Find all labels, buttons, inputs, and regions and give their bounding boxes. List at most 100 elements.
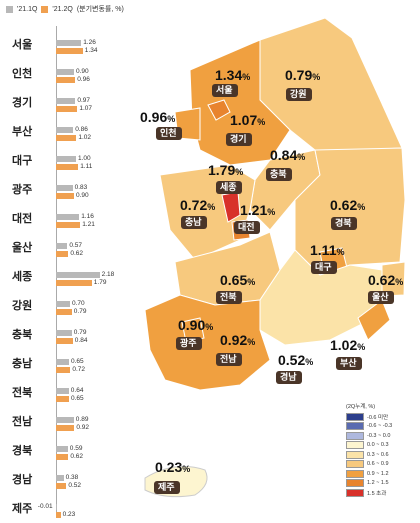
map-name-tag — [216, 353, 242, 366]
bar-q1 — [56, 330, 72, 336]
scale-swatch — [346, 460, 364, 469]
scale-bin: -0.3 ~ 0.0 — [346, 431, 392, 441]
bar-q2 — [56, 77, 76, 83]
map-region-name: 광주 — [180, 337, 197, 348]
bar-q2 — [56, 164, 79, 170]
scale-bin: 1.5 초과 — [346, 488, 392, 498]
legend-q1-label: '21.1Q — [17, 5, 38, 13]
map-name-tag — [226, 133, 252, 146]
scale-swatch — [346, 431, 364, 440]
map-value-label: 1.11% — [310, 242, 345, 258]
bar-value-q2: 1.34 — [84, 47, 98, 54]
bar-q2 — [56, 512, 61, 518]
map-name-tag — [266, 168, 292, 181]
regional-bar-chart: 서울 1.26 1.34 인천 0.90 0.96 경기 0.97 1.07 부산 0.86 1.02… — [0, 0, 130, 523]
bar-q1 — [56, 156, 76, 162]
legend-q2-label: '21.2Q — [52, 5, 73, 13]
bar-q2 — [56, 193, 74, 199]
map-name-tag — [156, 127, 182, 140]
map-value-label: 0.72% — [180, 197, 215, 213]
map-region-name: 대전 — [238, 221, 255, 232]
scale-bin: 0.0 ~ 0.3 — [346, 441, 392, 451]
map-region-name: 경남 — [280, 371, 297, 382]
bar-q2 — [56, 280, 92, 286]
bar-q1 — [56, 185, 73, 191]
region-gwangju — [181, 317, 205, 343]
bar-value-q1: 0.83 — [74, 184, 88, 191]
bar-q1 — [56, 98, 76, 104]
map-name-tag — [311, 261, 337, 274]
scale-swatch — [346, 469, 364, 478]
map-name-tag — [368, 291, 394, 304]
map-value-label: 0.79% — [285, 67, 320, 83]
scale-bin: -0.6 ~ -0.3 — [346, 422, 392, 432]
bar-q1 — [56, 388, 69, 394]
map-region-name: 충남 — [185, 216, 202, 227]
scale-swatch — [346, 441, 364, 450]
bar-region-label: 대전 — [12, 213, 33, 225]
scale-swatch — [346, 488, 364, 497]
scale-bin: 0.6 ~ 0.9 — [346, 460, 392, 470]
bar-region-label: 전북 — [12, 387, 33, 399]
bar-q2 — [56, 222, 81, 228]
bar-value-q2: 0.52 — [68, 482, 82, 489]
bar-q2 — [56, 338, 73, 344]
bar-q2 — [56, 396, 69, 402]
map-region-name: 전북 — [220, 291, 237, 302]
bar-value-q2: 1.79 — [93, 279, 107, 286]
bar-q1 — [56, 127, 74, 133]
map-value-label: 1.02% — [330, 337, 365, 353]
legend-q2-swatch — [41, 5, 49, 13]
legend-q1-swatch — [6, 5, 13, 13]
bar-value-q1: 0.59 — [69, 445, 83, 452]
bar-q1 — [56, 446, 68, 452]
bar-q1 — [56, 214, 80, 220]
map-region-name: 전남 — [220, 353, 237, 364]
bar-value-q1: 1.00 — [78, 155, 91, 162]
bar-value-q2: 0.23 — [62, 511, 76, 518]
bar-value-q1: 0.64 — [70, 387, 84, 394]
map-name-tag — [212, 84, 238, 97]
scale-swatch — [346, 422, 364, 431]
map-name-tag — [286, 88, 312, 101]
map-value-label: 1.07% — [230, 112, 265, 128]
map-value-label: 0.62% — [330, 197, 365, 213]
bar-q1 — [56, 272, 100, 278]
scale-label: 0.9 ~ 1.2 — [367, 470, 389, 477]
map-region-name: 부산 — [340, 357, 357, 368]
map-label-layer: 1.34%서울 0.96% 인천 1.07% 경기 0.79% 강원 1.79% 세종 0.84%… — [140, 67, 403, 494]
bar-region-label: 충남 — [12, 358, 33, 370]
bar-value-q2: 0.84 — [74, 337, 88, 344]
bar-value-q1: 1.26 — [83, 39, 96, 46]
bar-region-label: 울산 — [12, 242, 33, 254]
map-value-label: 0.92% — [220, 332, 255, 348]
map-value-label: 0.84% — [270, 147, 305, 163]
region-jeonnam — [144, 294, 271, 391]
color-scale-legend: (2Q누계, %) -0.6 미만 -0.6 ~ -0.3 -0.3 ~ 0.0 0.… — [346, 402, 392, 498]
map-name-tag — [216, 291, 242, 304]
bar-q1 — [56, 69, 74, 75]
map-region-name: 강원 — [290, 88, 307, 99]
bar-q1 — [56, 243, 68, 249]
scale-label: -0.3 ~ 0.0 — [367, 432, 391, 439]
bar-q1 — [56, 475, 64, 481]
scale-label: -0.6 미만 — [367, 414, 389, 421]
scale-swatch — [346, 412, 364, 421]
map-name-tag — [216, 181, 242, 194]
scale-bin: 0.3 ~ 0.6 — [346, 450, 392, 460]
bar-value-q2: 1.07 — [79, 105, 93, 112]
scale-label: 0.0 ~ 0.3 — [367, 442, 389, 449]
bar-value-q1: 0.70 — [72, 300, 85, 307]
map-name-tag — [276, 371, 302, 384]
bar-value-q2: 0.62 — [70, 453, 84, 460]
bar-value-q1: 0.97 — [77, 97, 91, 104]
legend-note: (분기변동률, %) — [76, 6, 124, 13]
scale-label: 0.3 ~ 0.6 — [367, 451, 389, 458]
bar-q2 — [56, 135, 77, 141]
scale-label: 1.2 ~ 1.5 — [367, 480, 389, 487]
map-region-name: 충북 — [270, 168, 287, 179]
bar-q1 — [56, 40, 82, 46]
bar-q2 — [56, 367, 71, 373]
bar-q1 — [56, 417, 74, 423]
bar-value-q1: 1.16 — [81, 213, 94, 220]
